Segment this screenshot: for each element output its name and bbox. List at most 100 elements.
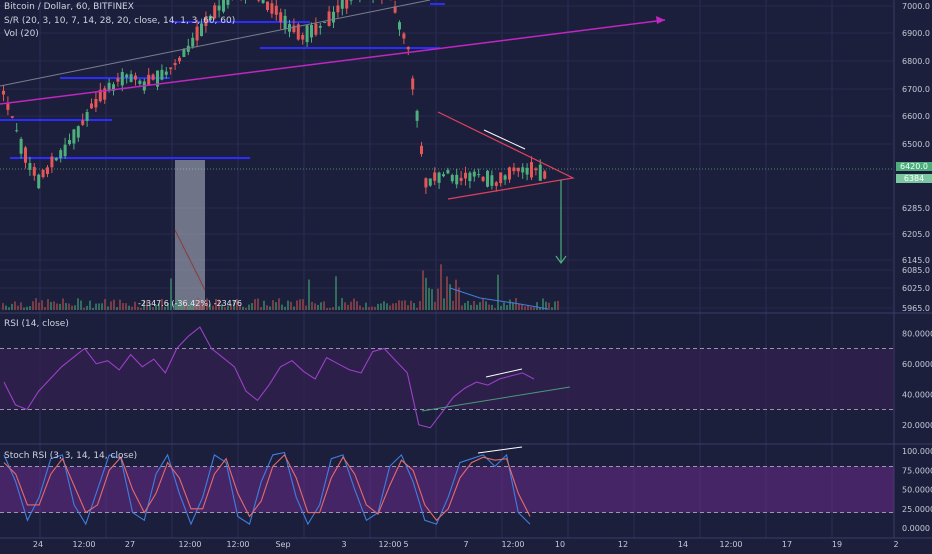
candle-body: [42, 170, 45, 177]
volume-bar: [320, 302, 322, 310]
candle-body: [424, 178, 427, 187]
volume-bar: [329, 308, 331, 310]
volume-bar: [518, 304, 520, 310]
volume-bar: [242, 307, 244, 310]
candle-body: [116, 78, 119, 81]
time-tick-label: 12:00: [719, 540, 742, 549]
volume-bar: [134, 302, 136, 310]
candle-body: [50, 157, 53, 168]
volume-bar: [35, 298, 37, 310]
stoch-tick-label: 50.0000: [902, 486, 932, 495]
volume-bar: [2, 303, 4, 310]
candle-body: [477, 174, 480, 175]
candle-body: [33, 167, 36, 176]
candle-body: [15, 130, 18, 131]
candle-body: [81, 120, 84, 125]
volume-bar: [317, 305, 319, 310]
volume-bar: [128, 306, 130, 310]
volume-bar: [92, 308, 94, 310]
volume-bar: [500, 306, 502, 310]
candle-body: [442, 174, 445, 176]
candle-body: [182, 49, 185, 57]
volume-bar: [335, 276, 337, 310]
volume-bar: [56, 303, 58, 310]
volume-bar: [272, 300, 274, 310]
candle-body: [226, 0, 229, 5]
time-tick-label: 14: [678, 540, 688, 549]
volume-bar: [497, 275, 499, 310]
volume-bar: [293, 307, 295, 310]
candle-body: [20, 139, 23, 154]
volume-bar: [125, 303, 127, 310]
time-tick-label: 12: [618, 540, 628, 549]
candle-body: [37, 175, 40, 188]
legend-vol: Vol (20): [4, 29, 39, 39]
volume-bar: [422, 270, 424, 310]
volume-bar: [356, 301, 358, 310]
candle-body: [147, 75, 150, 85]
candle-body: [64, 145, 67, 157]
candle-body: [539, 165, 542, 181]
volume-bar: [338, 306, 340, 310]
price-tick-label: 6025.0: [902, 284, 930, 293]
volume-bar: [440, 264, 442, 310]
candle-body: [314, 24, 317, 35]
volume-bar: [302, 299, 304, 310]
time-tick-label: 2: [893, 540, 898, 549]
volume-bar: [269, 306, 271, 310]
volume-bar: [404, 300, 406, 310]
volume-bar: [383, 301, 385, 310]
volume-bar: [8, 307, 10, 310]
candle-body: [160, 70, 163, 80]
candle-body: [222, 0, 225, 12]
volume-bar: [551, 307, 553, 310]
volume-bar: [101, 303, 103, 310]
candle-body: [284, 16, 287, 29]
candle-body: [178, 58, 181, 62]
candle-body: [490, 175, 493, 186]
candle-body: [350, 0, 353, 1]
volume-bar: [47, 299, 49, 310]
legend-sr: S/R (20, 3, 10, 7, 14, 28, 20, close, 14…: [4, 16, 235, 26]
volume-bar: [509, 300, 511, 310]
candle-body: [11, 116, 14, 118]
volume-bar: [437, 289, 439, 310]
candle-body: [68, 140, 71, 144]
price-tick-label: 6800.0: [902, 57, 930, 66]
candle-body: [46, 167, 49, 174]
candle-body: [429, 178, 432, 185]
stoch-tick-label: 100.0000: [902, 447, 932, 456]
candle-body: [174, 63, 177, 65]
second-price-tag: 6384: [896, 174, 932, 183]
volume-bar: [110, 301, 112, 310]
rsi-tick-label: 60.0000: [902, 360, 932, 369]
measure-label: -2347.6 (-36.42%) -23476: [138, 299, 242, 308]
volume-bar: [377, 304, 379, 310]
volume-bar: [374, 307, 376, 310]
volume-bar: [257, 299, 259, 310]
volume-bar: [548, 303, 550, 310]
price-tick-label: 6700.0: [902, 85, 930, 94]
time-tick-label: 12:00: [226, 540, 249, 549]
volume-bar: [476, 305, 478, 310]
candle-body: [336, 5, 339, 12]
volume-bar: [503, 302, 505, 310]
volume-bar: [245, 308, 247, 310]
volume-bar: [371, 307, 373, 310]
time-tick-label: 12:00: [72, 540, 95, 549]
volume-bar: [443, 298, 445, 310]
volume-bar: [83, 308, 85, 310]
volume-bar: [80, 301, 82, 310]
candle-body: [508, 167, 511, 179]
candle-body: [438, 173, 441, 183]
candle-body: [270, 3, 273, 13]
time-tick-label: 3: [341, 540, 346, 549]
candle-body: [332, 12, 335, 23]
volume-bar: [386, 303, 388, 310]
candle-body: [341, 0, 344, 9]
volume-bar: [506, 305, 508, 310]
volume-bar: [479, 302, 481, 310]
candle-body: [521, 167, 524, 172]
